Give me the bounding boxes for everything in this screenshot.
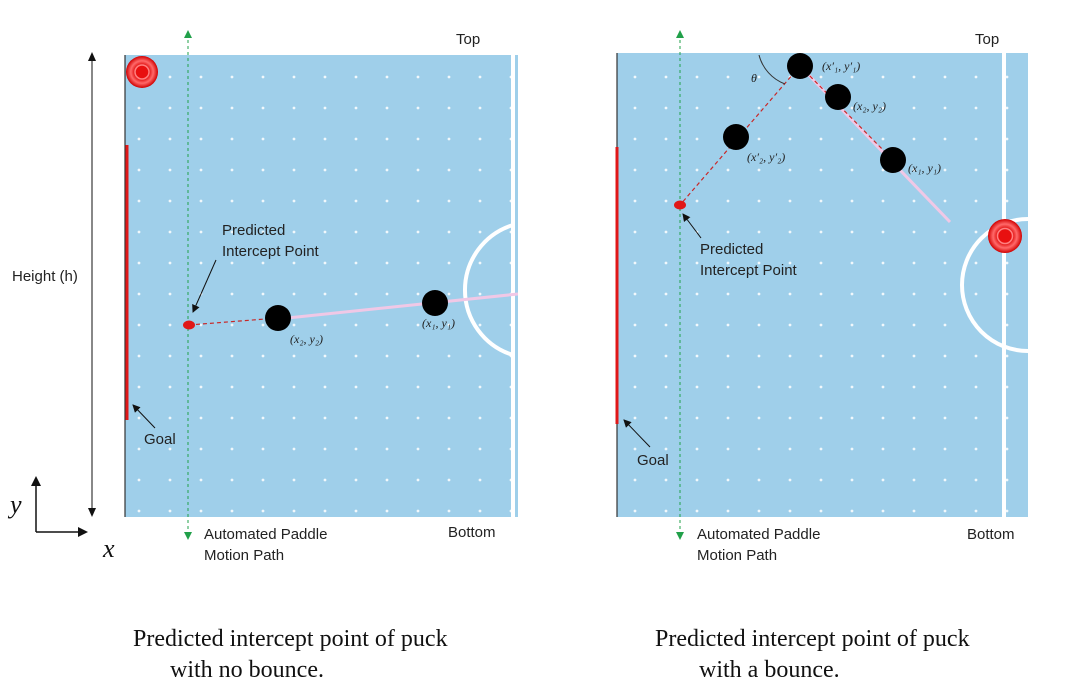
- left-predicted-path: [188, 317, 279, 326]
- right-puck-p2-prime: [723, 124, 749, 150]
- left-puck-p2: [265, 305, 291, 331]
- x-axis-letter: x: [102, 534, 115, 563]
- right-opponent-mallet: [988, 219, 1022, 253]
- left-center-circle: [462, 223, 514, 357]
- y-axis-letter: y: [7, 490, 22, 519]
- left-goal-label: Goal: [144, 431, 176, 448]
- right-top-label: Top: [975, 31, 999, 48]
- right-predicted-pointer: [682, 213, 702, 239]
- right-goal-pointer: [623, 419, 651, 448]
- right-paddle-arrow-down: [676, 532, 684, 540]
- right-paddle-arrow-up: [676, 30, 684, 38]
- left-height-arrow-down: [88, 508, 96, 517]
- right-bottom-label: Bottom: [967, 526, 1015, 543]
- left-top-label: Top: [456, 31, 480, 48]
- right-coord-p1-prime: (x′₁, y′₁): [822, 59, 860, 73]
- right-coord-p1: (x₁, y₁): [908, 161, 941, 175]
- right-paddle-label-2: Motion Path: [697, 547, 777, 564]
- left-caption-line-2: with no bounce.: [170, 657, 324, 683]
- left-goal-pointer: [132, 404, 156, 429]
- left-height-arrow-up: [88, 52, 96, 61]
- right-puck-p1: [880, 147, 906, 173]
- right-table-dots: [617, 53, 1028, 517]
- left-intercept-point: [183, 320, 195, 330]
- left-puck-p1: [422, 290, 448, 316]
- right-puck-p2: [825, 84, 851, 110]
- left-puck-trail: [277, 292, 519, 321]
- right-intercept-point: [674, 200, 686, 210]
- left-predicted-label-2: Intercept Point: [222, 243, 320, 260]
- right-panel: Top Bottom Predicted Intercept Point Goa…: [615, 30, 1029, 564]
- left-opponent-mallet: [126, 56, 158, 88]
- xy-axis-indicator: y x: [7, 476, 115, 563]
- height-label: Height (h): [12, 268, 78, 285]
- left-paddle-arrow-up: [184, 30, 192, 38]
- left-predicted-pointer: [192, 259, 217, 313]
- right-predicted-path-incoming: [799, 65, 894, 161]
- left-paddle-label-2: Motion Path: [204, 547, 284, 564]
- right-caption-line-1: Predicted intercept point of puck: [655, 626, 970, 652]
- left-paddle-label-1: Automated Paddle: [204, 526, 327, 543]
- left-predicted-label-1: Predicted: [222, 222, 285, 239]
- right-caption-line-2: with a bounce.: [699, 657, 840, 683]
- right-predicted-label-2: Intercept Point: [700, 262, 798, 279]
- left-paddle-arrow-down: [184, 532, 192, 540]
- left-coord-p2: (x₂, y₂): [290, 332, 323, 346]
- left-coord-p1: (x₁, y₁): [422, 316, 455, 330]
- left-panel: Top Bottom Height (h) Predicted Intercep…: [12, 30, 519, 564]
- right-coord-p2: (x₂, y₂): [853, 99, 886, 113]
- right-paddle-label-1: Automated Paddle: [697, 526, 820, 543]
- right-goal-label: Goal: [637, 452, 669, 469]
- left-bottom-label: Bottom: [448, 524, 496, 541]
- theta-label: θ: [751, 71, 757, 85]
- left-table-dots: [125, 55, 518, 517]
- right-coord-p2-prime: (x′₂, y′₂): [747, 150, 785, 164]
- left-caption-line-1: Predicted intercept point of puck: [133, 626, 448, 652]
- right-predicted-label-1: Predicted: [700, 241, 763, 258]
- theta-arc: [758, 54, 786, 85]
- right-puck-p1-prime: [787, 53, 813, 79]
